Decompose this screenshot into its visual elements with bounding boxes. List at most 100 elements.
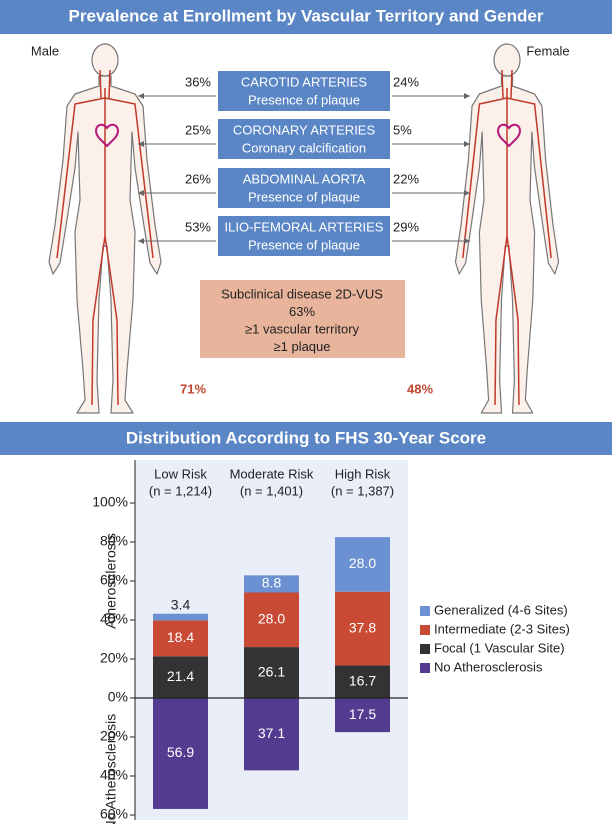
- heart: [497, 123, 521, 148]
- artery: [91, 235, 106, 406]
- top-banner: [0, 0, 612, 34]
- territory-detail: Presence of plaque: [248, 189, 360, 204]
- artery: [501, 69, 504, 99]
- female-arrowhead: [464, 190, 470, 196]
- chart: 100%80%60%40%20%0%20%40%60%Atheroscleros…: [92, 460, 570, 824]
- category-count: (n = 1,387): [331, 483, 394, 498]
- y-tick-label: 40%: [100, 611, 128, 627]
- male-arrowhead: [138, 93, 144, 99]
- value-label: 56.9: [167, 744, 194, 760]
- bar-segment: [244, 647, 299, 698]
- female-percent: 29%: [393, 219, 419, 234]
- figures: [48, 43, 560, 414]
- bar-segment: [335, 591, 390, 666]
- male-total: 71%: [180, 381, 206, 396]
- bar-segment: [244, 575, 299, 593]
- y-label-lower: No Atherosclerosis: [103, 714, 119, 824]
- female-arrowhead: [464, 141, 470, 147]
- territory-name: ABDOMINAL AORTA: [243, 171, 366, 186]
- bar-segment: [153, 698, 208, 809]
- territory-box: [218, 71, 390, 111]
- chart-title: Distribution According to FHS 30-Year Sc…: [126, 428, 486, 447]
- summary-line: ≥1 plaque: [273, 339, 330, 354]
- female-percent: 5%: [393, 122, 412, 137]
- summary-line: 63%: [289, 304, 315, 319]
- legend-label: Focal (1 Vascular Site): [434, 640, 565, 655]
- y-tick-label: 100%: [92, 494, 128, 510]
- chart-banner: [0, 422, 612, 455]
- value-label: 3.4: [171, 596, 191, 612]
- heart: [95, 123, 119, 148]
- category-label: Moderate Risk: [230, 466, 314, 481]
- female-arrowhead: [464, 93, 470, 99]
- female-percent: 24%: [393, 74, 419, 89]
- artery: [462, 97, 508, 259]
- territory-box: [218, 119, 390, 159]
- bar-segment: [244, 592, 299, 648]
- y-tick-label: 0%: [108, 689, 128, 705]
- value-label: 37.8: [349, 619, 376, 635]
- artery: [104, 97, 154, 259]
- bar-segment: [153, 620, 208, 657]
- summary: Subclinical disease 2D-VUS 63% ≥1 vascular…: [221, 286, 383, 354]
- head: [91, 43, 119, 77]
- artery: [99, 69, 102, 99]
- summary-box: [200, 280, 405, 358]
- category-label: Low Risk: [154, 466, 207, 481]
- value-label: 21.4: [167, 668, 194, 684]
- artery: [506, 97, 552, 259]
- value-label: 8.8: [262, 575, 282, 591]
- y-tick-label: 60%: [100, 806, 128, 822]
- legend-label: No Atherosclerosis: [434, 659, 543, 674]
- female-total: 48%: [407, 381, 433, 396]
- territories: CAROTID ARTERIES Presence of plaque 36% 24%…: [138, 71, 470, 256]
- value-label: 28.0: [258, 611, 285, 627]
- artery: [104, 235, 119, 406]
- artery: [494, 235, 508, 406]
- territory-detail: Coronary calcification: [242, 140, 366, 155]
- bar-segment: [335, 698, 390, 733]
- male-arrowhead: [138, 141, 144, 147]
- top-title: Prevalence at Enrollment by Vascular Ter…: [69, 6, 544, 25]
- bar-segment: [153, 613, 208, 621]
- summary-line: ≥1 vascular territory: [245, 321, 360, 336]
- female-arrowhead: [464, 238, 470, 244]
- legend-swatch: [420, 606, 430, 616]
- y-tick-label: 80%: [100, 533, 128, 549]
- y-tick-label: 20%: [100, 728, 128, 744]
- value-label: 37.1: [258, 725, 285, 741]
- bar-segment: [335, 665, 390, 698]
- artery: [108, 69, 111, 99]
- artery: [510, 69, 513, 99]
- summary-line: Subclinical disease 2D-VUS: [221, 286, 383, 301]
- y-tick-label: 60%: [100, 572, 128, 588]
- territory-box: [218, 216, 390, 256]
- y-tick-label: 40%: [100, 767, 128, 783]
- bar-segment: [153, 656, 208, 698]
- territory-name: CORONARY ARTERIES: [233, 122, 376, 137]
- value-label: 16.7: [349, 672, 376, 688]
- female-label: Female: [526, 43, 569, 58]
- category-count: (n = 1,214): [149, 483, 212, 498]
- category-label: High Risk: [335, 466, 391, 481]
- territory-detail: Presence of plaque: [248, 92, 360, 107]
- legend-swatch: [420, 625, 430, 635]
- y-tick-label: 20%: [100, 650, 128, 666]
- female-percent: 22%: [393, 171, 419, 186]
- male-percent: 25%: [185, 122, 211, 137]
- legend-label: Intermediate (2-3 Sites): [434, 621, 570, 636]
- male-percent: 26%: [185, 171, 211, 186]
- legend-label: Generalized (4-6 Sites): [434, 602, 568, 617]
- value-label: 17.5: [349, 706, 376, 722]
- male-arrowhead: [138, 190, 144, 196]
- bar-segment: [244, 698, 299, 771]
- bar-segment: [335, 537, 390, 592]
- territory-box: [218, 168, 390, 208]
- value-label: 28.0: [349, 555, 376, 571]
- head: [493, 43, 521, 77]
- territory-name: ILIO-FEMORAL ARTERIES: [225, 219, 384, 234]
- value-label: 18.4: [167, 629, 194, 645]
- artery: [56, 97, 106, 259]
- male-percent: 36%: [185, 74, 211, 89]
